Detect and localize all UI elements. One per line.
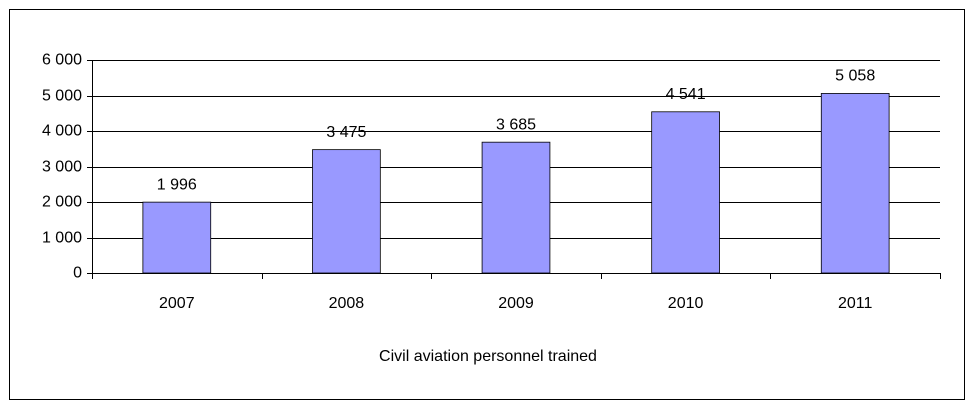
x-tick-label: 2010 xyxy=(668,295,704,312)
y-tick-label: 0 xyxy=(73,265,82,282)
bar xyxy=(651,111,720,274)
y-tick-label: 6 000 xyxy=(42,52,82,69)
x-tick-label: 2007 xyxy=(159,295,195,312)
value-label: 1 996 xyxy=(157,176,197,193)
bar xyxy=(481,141,551,274)
y-tick-label: 2 000 xyxy=(42,194,82,211)
value-label: 3 475 xyxy=(326,124,366,141)
bar xyxy=(142,201,212,274)
value-label: 4 541 xyxy=(666,86,706,103)
y-tick-label: 5 000 xyxy=(42,88,82,105)
y-tick-label: 1 000 xyxy=(42,230,82,247)
x-tick-label: 2009 xyxy=(498,295,534,312)
x-tick-label: 2011 xyxy=(838,295,873,312)
x-axis-title: Civil aviation personnel trained xyxy=(379,348,597,365)
bar xyxy=(820,93,890,274)
value-label: 3 685 xyxy=(496,116,536,133)
value-label: 5 058 xyxy=(835,68,875,85)
bar xyxy=(312,149,381,274)
y-tick-label: 4 000 xyxy=(42,123,82,140)
y-tick-label: 3 000 xyxy=(42,159,82,176)
x-tick-label: 2008 xyxy=(329,295,365,312)
